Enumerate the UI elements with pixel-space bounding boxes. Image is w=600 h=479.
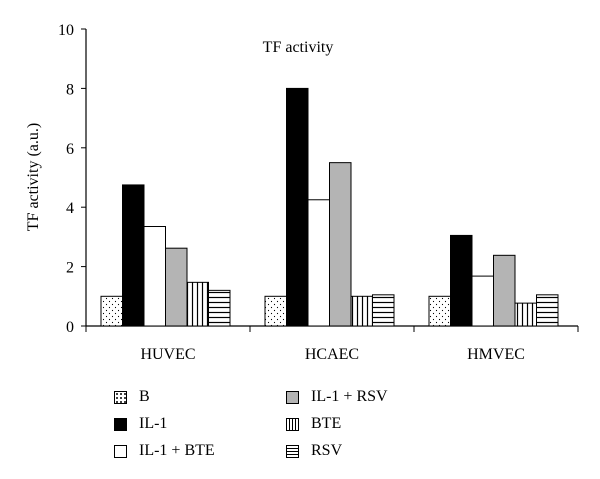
bar-il-1-hcaec — [286, 87, 309, 327]
bar-il-1-rsv-hmvec — [493, 254, 516, 327]
bar-il-1-huvec — [122, 184, 145, 327]
y-axis-label: TF activity (a.u.) — [25, 123, 42, 231]
plot-area: 0 2 4 6 8 10 HUVEC HCAEC HMVEC — [58, 22, 579, 363]
bar-il-1-hmvec — [450, 234, 473, 327]
chart-title: TF activity — [263, 39, 334, 56]
y-tick-label: 0 — [66, 319, 74, 336]
bar-b-hcaec — [264, 295, 287, 327]
bar-il-1-bte-huvec — [143, 226, 166, 327]
bar-b-hmvec — [428, 295, 451, 327]
y-tick-label: 6 — [66, 141, 74, 158]
x-tick-label: HUVEC — [140, 346, 195, 363]
bar-rsv-hmvec — [536, 294, 559, 327]
bar-il-1-bte-hcaec — [307, 199, 330, 327]
bar-il-1-rsv-hcaec — [329, 162, 352, 327]
bar-bte-hcaec — [350, 295, 373, 327]
y-tick-label: 8 — [66, 81, 74, 98]
bar-bte-huvec — [186, 281, 209, 327]
y-tick-label: 2 — [66, 260, 74, 277]
bar-b-huvec — [100, 295, 123, 327]
bar-rsv-hcaec — [372, 294, 395, 327]
y-tick-label: 10 — [58, 22, 74, 39]
x-tick-label: HMVEC — [467, 346, 525, 363]
bar-il-1-rsv-huvec — [165, 247, 188, 327]
x-tick-label: HCAEC — [305, 346, 359, 363]
bar-il-1-bte-hmvec — [471, 275, 494, 327]
bar-bte-hmvec — [514, 302, 537, 327]
bar-rsv-huvec — [208, 289, 231, 327]
y-tick-label: 4 — [66, 200, 74, 217]
